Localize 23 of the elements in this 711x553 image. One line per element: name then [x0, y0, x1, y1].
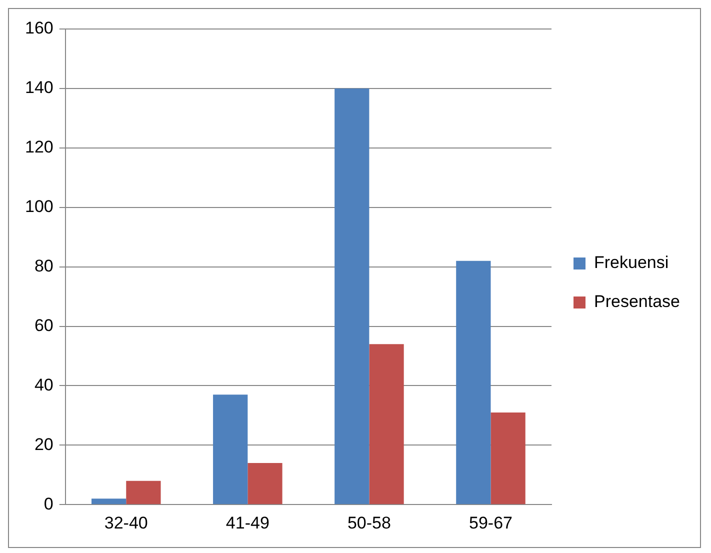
x-tick-label: 32-40	[104, 513, 148, 532]
bar	[126, 480, 161, 504]
bar	[490, 412, 526, 504]
legend-label: Frekuensi	[594, 253, 669, 272]
bar	[213, 394, 248, 504]
y-tick-label: 60	[34, 316, 54, 335]
y-tick-label: 160	[24, 18, 54, 38]
y-tick-label: 0	[44, 494, 54, 514]
bar	[334, 88, 370, 504]
x-tick-label: 50-58	[347, 513, 391, 532]
y-tick-label: 120	[24, 138, 54, 157]
bar	[91, 498, 126, 504]
legend-label: Presentase	[594, 292, 680, 312]
bar	[248, 462, 282, 504]
y-tick-label: 80	[34, 256, 54, 276]
y-tick-label: 20	[34, 434, 54, 454]
y-tick-label: 100	[24, 197, 54, 216]
x-tick-label: 59-67	[468, 513, 512, 532]
bar	[456, 260, 491, 504]
bar	[369, 344, 404, 504]
y-tick-label: 40	[34, 375, 54, 394]
x-tick-label: 41-49	[226, 513, 270, 532]
y-tick-label: 140	[24, 78, 54, 98]
